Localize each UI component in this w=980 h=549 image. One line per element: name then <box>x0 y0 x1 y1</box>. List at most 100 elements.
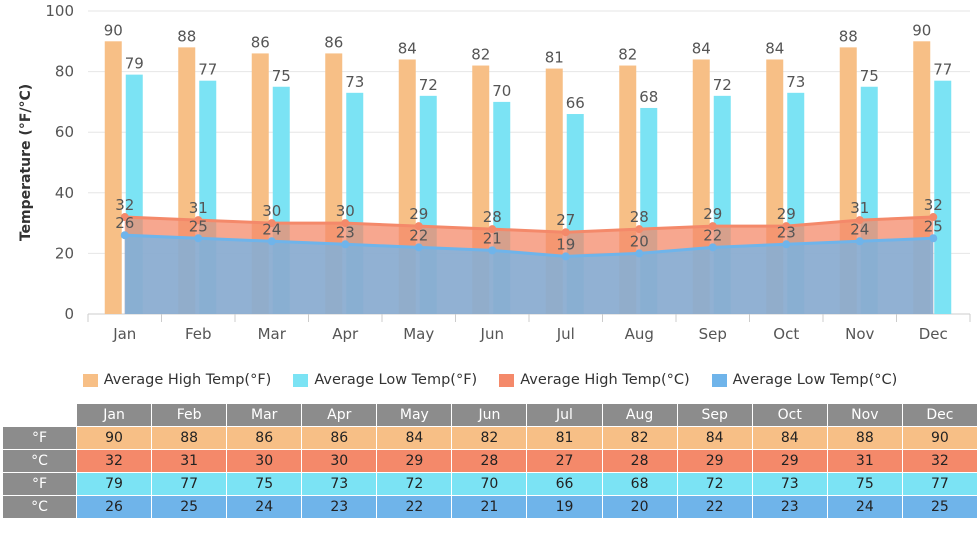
bar-value-label: 68 <box>639 88 658 106</box>
x-tick-label: Oct <box>773 325 799 343</box>
area-point <box>194 216 203 225</box>
bar-value-label: 77 <box>198 61 217 79</box>
x-axis-ticks: Jan Feb Mar Apr May Jun Jul Aug Sep Oct Nov Dec <box>112 325 948 343</box>
area-value-label: 24 <box>850 220 869 238</box>
table-value-cell: 24 <box>226 495 303 519</box>
table-value-cell: 90 <box>901 426 979 450</box>
area-value-label: 29 <box>777 205 796 223</box>
x-tick-label: Jul <box>556 325 575 343</box>
table-header-row: Jan Feb Mar Apr May Jun Jul Aug Sep Oct Nov Dec <box>2 403 979 427</box>
legend-item[interactable]: Average High Temp(°F) <box>82 372 271 388</box>
area-value-label: 21 <box>483 229 502 247</box>
table-month-header: Sep <box>676 403 753 427</box>
table-value-cell: 84 <box>676 426 753 450</box>
area-point <box>414 243 423 252</box>
table-value-cell: 19 <box>526 495 603 519</box>
bar-value-label: 72 <box>713 76 732 94</box>
bar-value-label: 84 <box>692 39 711 57</box>
bar-value-label: 90 <box>912 21 931 39</box>
table-month-header: Jun <box>451 403 528 427</box>
table-value-cell: 82 <box>451 426 528 450</box>
table-value-cell: 26 <box>75 495 153 519</box>
area-value-label: 19 <box>556 235 575 253</box>
table-value-cell: 86 <box>301 426 378 450</box>
area-low-c <box>124 235 934 314</box>
table-value-cell: 32 <box>901 449 979 473</box>
area-value-label: 30 <box>336 202 355 220</box>
y-tick-label: 80 <box>55 63 74 81</box>
x-tick-label: Mar <box>258 325 287 343</box>
area-point <box>488 225 497 234</box>
legend-item[interactable]: Average Low Temp(°C) <box>711 372 897 388</box>
table-unit-cell: °C <box>2 449 77 473</box>
table-value-cell: 32 <box>75 449 153 473</box>
area-value-label: 28 <box>630 208 649 226</box>
area-point <box>267 237 276 246</box>
table-value-cell: 84 <box>376 426 453 450</box>
table-value-cell: 24 <box>826 495 903 519</box>
bar-value-label: 77 <box>933 61 952 79</box>
x-tick-label: May <box>403 325 434 343</box>
bar-value-label: 88 <box>177 27 196 45</box>
area-value-label: 27 <box>556 211 575 229</box>
x-tick-label: Jun <box>480 325 504 343</box>
table-month-header: Apr <box>301 403 378 427</box>
x-tick-label: Dec <box>919 325 948 343</box>
x-tick-label: Aug <box>625 325 654 343</box>
table-value-cell: 82 <box>601 426 678 450</box>
table-value-cell: 28 <box>601 449 678 473</box>
table-month-header: Nov <box>826 403 903 427</box>
area-point <box>708 222 717 231</box>
x-tick-label: Feb <box>185 325 212 343</box>
area-value-label: 23 <box>336 223 355 241</box>
table-month-header: Dec <box>901 403 979 427</box>
y-tick-label: 20 <box>55 244 74 262</box>
table-month-header: Mar <box>226 403 303 427</box>
area-point <box>341 219 350 228</box>
area-point <box>929 213 938 222</box>
chart-legend: Average High Temp(°F) Average Low Temp(°F… <box>0 368 980 392</box>
area-point <box>782 222 791 231</box>
table-month-header: Jan <box>75 403 153 427</box>
area-point <box>782 240 791 249</box>
table-unit-cell: °F <box>2 426 77 450</box>
table-value-cell: 23 <box>301 495 378 519</box>
area-value-label: 31 <box>189 199 208 217</box>
area-point <box>488 246 497 255</box>
table-value-cell: 31 <box>151 449 228 473</box>
area-value-label: 25 <box>189 217 208 235</box>
table-value-cell: 79 <box>75 472 153 496</box>
table-month-header: Aug <box>601 403 678 427</box>
table-value-cell: 77 <box>151 472 228 496</box>
table-value-cell: 90 <box>75 426 153 450</box>
area-point <box>120 213 129 222</box>
area-value-label: 32 <box>924 196 943 214</box>
table-value-cell: 31 <box>826 449 903 473</box>
y-tick-label: 0 <box>64 305 74 323</box>
bar-value-label: 75 <box>272 67 291 85</box>
area-value-label: 22 <box>703 226 722 244</box>
area-value-label: 23 <box>777 223 796 241</box>
area-value-label: 28 <box>483 208 502 226</box>
table-value-cell: 23 <box>751 495 828 519</box>
y-axis-label: Temperature (°F/°C) <box>18 84 34 241</box>
table-value-cell: 66 <box>526 472 603 496</box>
y-axis-ticks: 0 20 40 60 80 100 <box>45 2 74 323</box>
bar-low-f <box>934 80 952 314</box>
bar-value-label: 72 <box>419 76 438 94</box>
table-value-cell: 29 <box>376 449 453 473</box>
table-value-cell: 75 <box>826 472 903 496</box>
area-point <box>855 237 864 246</box>
area-point <box>414 222 423 231</box>
table-value-cell: 88 <box>826 426 903 450</box>
legend-item[interactable]: Average Low Temp(°F) <box>293 372 477 388</box>
legend-item[interactable]: Average High Temp(°C) <box>499 372 690 388</box>
table-value-cell: 73 <box>751 472 828 496</box>
table-value-cell: 73 <box>301 472 378 496</box>
table-month-header: May <box>376 403 453 427</box>
table-value-cell: 75 <box>226 472 303 496</box>
table-value-cell: 77 <box>901 472 979 496</box>
area-point <box>561 252 570 261</box>
table-corner <box>2 403 77 427</box>
